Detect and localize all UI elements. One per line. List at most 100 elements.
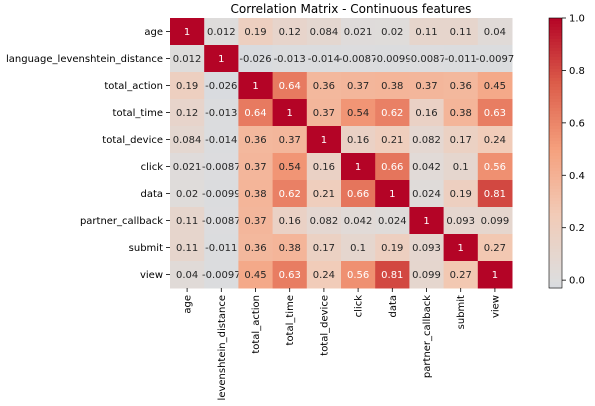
- heatmap-cell: [238, 180, 274, 208]
- cell-value-label: 0.27: [484, 243, 506, 254]
- cell-value-label: 0.37: [279, 135, 301, 146]
- colorbar-segment: [549, 252, 562, 256]
- cell-value-label: 0.16: [279, 216, 301, 227]
- cell-value-label: 0.63: [279, 270, 301, 281]
- cell-value-label: 0.11: [176, 243, 198, 254]
- colorbar-segment: [549, 54, 562, 58]
- cell-value-label: 0.36: [244, 243, 266, 254]
- heatmap-cell: [375, 45, 410, 73]
- colorbar-segment: [549, 180, 562, 184]
- colorbar-segment: [549, 159, 562, 163]
- colorbar-segment: [549, 255, 562, 259]
- colorbar-segment: [549, 60, 562, 64]
- x-tick-label: age: [183, 295, 194, 314]
- colorbar-segment: [549, 18, 562, 22]
- cell-value-label: -0.014: [205, 135, 237, 146]
- colorbar-segment: [549, 135, 562, 139]
- cell-value-label: -0.0099: [202, 189, 241, 200]
- cell-value-label: 1: [389, 189, 395, 200]
- colorbar-segment: [549, 285, 562, 289]
- heatmap-cell: [204, 207, 239, 235]
- cell-value-label: 0.042: [344, 216, 373, 227]
- colorbar-segment: [549, 42, 562, 46]
- colorbar-segment: [549, 129, 562, 133]
- cell-value-label: 0.17: [450, 135, 472, 146]
- colorbar-segment: [549, 93, 562, 97]
- heatmap-cell: [409, 72, 445, 100]
- heatmap-cell: [170, 153, 205, 181]
- x-axis-tick-labels: age levenshtein_distance total_action total…: [183, 288, 501, 400]
- heatmap-cell: [443, 153, 479, 181]
- heatmap-cell: [272, 207, 308, 235]
- colorbar-segment: [549, 78, 562, 82]
- colorbar-segment: [549, 57, 562, 61]
- cell-value-label: -0.0099: [373, 54, 412, 65]
- cell-value-label: -0.013: [274, 54, 306, 65]
- cell-value-label: 0.38: [450, 108, 472, 119]
- colorbar-frame: [548, 17, 563, 289]
- cell-value-label: 0.17: [313, 243, 335, 254]
- y-tick-label: partner_callback: [80, 216, 163, 227]
- colorbar-segment: [549, 276, 562, 280]
- cell-value-label: 1: [321, 135, 327, 146]
- heatmap-cell: [375, 72, 410, 100]
- colorbar-segment: [549, 96, 562, 100]
- heatmap-cells: 1 0.012 0.19 0.12 0.084 0.021 0.02 0.11 0.11 0.04…: [170, 18, 514, 289]
- colorbar-segment: [549, 195, 562, 199]
- colorbar-segment: [549, 189, 562, 193]
- heatmap-cell: [306, 261, 342, 289]
- cell-value-label: 0.16: [313, 162, 335, 173]
- heatmap-cell: [477, 153, 513, 181]
- cell-value-label: 0.64: [244, 108, 266, 119]
- heatmap-cell: [238, 45, 274, 73]
- heatmap-cell: [204, 72, 239, 100]
- cell-value-label: 0.11: [450, 27, 472, 38]
- heatmap-cell: [443, 207, 479, 235]
- colorbar-segment: [549, 279, 562, 283]
- cell-value-label: 1: [458, 243, 464, 254]
- heatmap-cell: [204, 153, 239, 181]
- cell-value-label: -0.026: [239, 54, 271, 65]
- colorbar-segment: [549, 63, 562, 67]
- heatmap-cell: [170, 45, 205, 73]
- colorbar-segment: [549, 174, 562, 178]
- colorbar-segment: [549, 258, 562, 262]
- cell-value-label: -0.011: [205, 243, 237, 254]
- heatmap-cell: [375, 126, 410, 154]
- heatmap-cell: [306, 72, 342, 100]
- cell-value-label: 0.11: [176, 216, 198, 227]
- heatmap-cell: [306, 18, 342, 46]
- colorbar-segment: [549, 168, 562, 172]
- colorbar-segment: [549, 102, 562, 106]
- colorbar-segment: [549, 21, 562, 25]
- heatmap-cell: [341, 261, 376, 289]
- heatmap-cell: [238, 99, 274, 127]
- heatmap-cell: [170, 18, 205, 46]
- colorbar-segment: [549, 234, 562, 238]
- cell-value-label: 0.021: [173, 162, 202, 173]
- cell-value-label: 0.36: [450, 81, 472, 92]
- colorbar-segment: [549, 36, 562, 40]
- colorbar-segment: [549, 87, 562, 91]
- x-tick-label: submit: [456, 295, 467, 329]
- heatmap-cell: [170, 234, 205, 262]
- heatmap-cell: [443, 99, 479, 127]
- colorbar-segment: [549, 117, 562, 121]
- heatmap-cell: [477, 126, 513, 154]
- cell-value-label: 1: [218, 54, 224, 65]
- heatmap-cell: [238, 18, 274, 46]
- colorbar-segment: [549, 264, 562, 268]
- colorbar-segment: [549, 222, 562, 226]
- cell-value-label: 0.27: [450, 270, 472, 281]
- colorbar-segment: [549, 39, 562, 43]
- colorbar-segment: [549, 24, 562, 28]
- cell-value-label: 0.04: [484, 27, 506, 38]
- x-tick-label: click: [354, 295, 365, 318]
- cell-value-label: 0.084: [310, 27, 339, 38]
- heatmap-cell: [443, 261, 479, 289]
- cell-value-label: 0.37: [244, 216, 266, 227]
- cell-value-label: 0.024: [378, 216, 407, 227]
- heatmap-cell: [477, 45, 513, 73]
- heatmap-cell: [170, 180, 205, 208]
- cell-value-label: 0.38: [279, 243, 301, 254]
